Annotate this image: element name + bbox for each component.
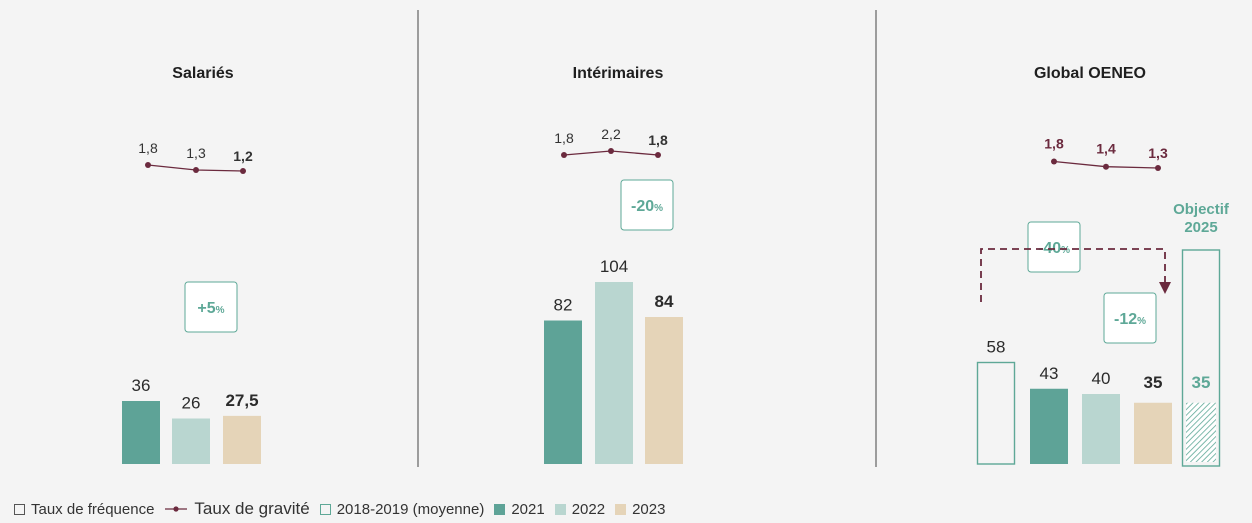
value-label: 43 bbox=[1040, 364, 1059, 383]
legend-2022: 2022 bbox=[554, 500, 606, 518]
legend-frequency: Taux de fréquence bbox=[14, 501, 154, 518]
gravity-point bbox=[1051, 158, 1057, 165]
gravity-label: 1,3 bbox=[1148, 145, 1168, 161]
value-label: 35 bbox=[1144, 373, 1163, 392]
gravity-point bbox=[561, 152, 567, 158]
gravity-label: 1,2 bbox=[233, 148, 253, 164]
change-unit: % bbox=[654, 203, 663, 214]
legend-baseline: 2018-2019 (moyenne) bbox=[319, 500, 485, 518]
gravity-point bbox=[240, 168, 246, 174]
chart-area: Salariés 36 26 27,5 1,8 1,3 1,2 +5% Intérimaires… bbox=[122, 10, 1230, 467]
target-label: 2025 bbox=[1184, 219, 1217, 236]
swatch-2022 bbox=[554, 503, 566, 515]
swatch-2021 bbox=[494, 503, 506, 515]
legend-2022-label: 2022 bbox=[571, 500, 606, 518]
bar-target bbox=[1186, 402, 1216, 462]
bar-baseline bbox=[976, 361, 1016, 465]
legend-baseline-label: 2018-2019 (moyenne) bbox=[336, 500, 485, 518]
change-badge bbox=[1103, 292, 1157, 344]
legend-2023: 2023 bbox=[615, 501, 665, 518]
bar-2021 bbox=[122, 401, 160, 464]
value-label: 35 bbox=[1192, 373, 1211, 392]
change-unit: % bbox=[216, 305, 225, 316]
reduction-arrow bbox=[980, 248, 1166, 302]
target-frame bbox=[1181, 249, 1221, 467]
value-label: 104 bbox=[600, 257, 628, 276]
change-badge-label: -20% bbox=[631, 198, 663, 215]
bar-2022 bbox=[172, 418, 210, 464]
change-value: -12 bbox=[1114, 311, 1137, 328]
gravity-label: 1,8 bbox=[1044, 136, 1064, 152]
value-label: 82 bbox=[554, 296, 573, 315]
gravity-point bbox=[608, 148, 614, 154]
change-value: +5 bbox=[197, 300, 215, 317]
change-badge-label: +5% bbox=[197, 300, 224, 317]
legend-2021: 2021 bbox=[494, 500, 545, 518]
bar-2023 bbox=[1134, 402, 1172, 464]
chart-title: Intérimaires bbox=[573, 65, 664, 82]
change-value: -20 bbox=[631, 198, 654, 215]
gravity-line-icon bbox=[165, 506, 188, 512]
change-badge bbox=[184, 281, 238, 333]
change-badge bbox=[1027, 221, 1081, 273]
baseline-swatch bbox=[319, 503, 331, 515]
bar-2022 bbox=[595, 282, 633, 464]
bar-2021 bbox=[1030, 388, 1068, 464]
change-unit: % bbox=[1061, 245, 1070, 256]
gravity-label: 1,8 bbox=[138, 140, 158, 156]
gravity-point bbox=[655, 152, 661, 158]
legend-frequency-label: Taux de fréquence bbox=[31, 500, 155, 518]
chart-title: Salariés bbox=[172, 65, 233, 82]
value-label: 36 bbox=[132, 376, 151, 395]
change-unit: % bbox=[1137, 316, 1146, 327]
gravity-label: 1,8 bbox=[554, 130, 574, 146]
gravity-point bbox=[1103, 163, 1109, 170]
legend-gravity-label: Taux de gravité bbox=[194, 499, 310, 518]
bar-2023 bbox=[645, 317, 683, 464]
gravity-label: 2,2 bbox=[601, 126, 621, 142]
gravity-point bbox=[145, 162, 151, 168]
legend-gravity: Taux de gravité bbox=[164, 499, 310, 519]
target-label: Objectif bbox=[1173, 201, 1230, 218]
value-label: 84 bbox=[655, 292, 674, 311]
bar-2023 bbox=[223, 415, 261, 464]
bar-2022 bbox=[1082, 394, 1120, 464]
value-label: 27,5 bbox=[225, 391, 258, 410]
gravity-label: 1,4 bbox=[1096, 141, 1116, 157]
value-label: 58 bbox=[987, 338, 1006, 357]
value-label: 26 bbox=[182, 394, 201, 413]
legend-2023-label: 2023 bbox=[632, 500, 666, 518]
gravity-point bbox=[1155, 165, 1161, 171]
legend-2021-label: 2021 bbox=[511, 500, 545, 518]
frequency-swatch bbox=[14, 503, 25, 515]
arrow-head-icon bbox=[1159, 282, 1171, 294]
change-badge-label: -12% bbox=[1114, 311, 1146, 328]
swatch-2023 bbox=[615, 503, 627, 515]
gravity-label: 1,8 bbox=[648, 132, 668, 148]
chart-title: Global OENEO bbox=[1034, 65, 1146, 82]
gravity-label: 1,3 bbox=[186, 145, 206, 161]
bar-2021 bbox=[544, 320, 582, 464]
gravity-point bbox=[193, 167, 199, 173]
change-badge bbox=[620, 179, 674, 231]
legend: Taux de fréquence Taux de gravité 2018-2… bbox=[14, 497, 665, 521]
value-label: 40 bbox=[1092, 369, 1111, 388]
